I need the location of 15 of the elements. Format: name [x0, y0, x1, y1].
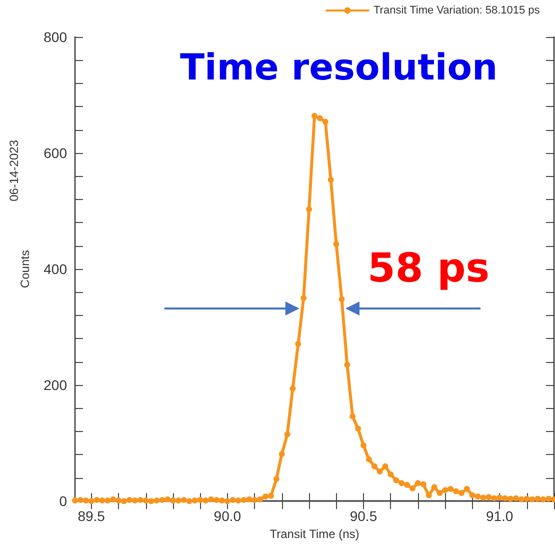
- x-tick-label: 91.0: [486, 508, 514, 524]
- y-tick-label: 800: [44, 29, 68, 45]
- x-tick-label: 90.5: [350, 508, 378, 524]
- y-tick-label: 400: [44, 261, 68, 278]
- y-tick-label: 600: [44, 145, 68, 162]
- x-tick-label: 90.0: [214, 508, 242, 524]
- text: 06-14-2023: [7, 140, 21, 202]
- x-tick-label: 89.5: [78, 508, 106, 524]
- y-axis-title: Counts: [18, 250, 32, 288]
- x-axis-title: Transit Time (ns): [270, 527, 360, 541]
- y-tick-label: 0: [59, 493, 68, 510]
- legend-label: Transit Time Variation: 58.1015 ps: [373, 4, 540, 16]
- chart-title: Time resolution: [180, 48, 498, 88]
- y-tick-label: 200: [44, 377, 68, 394]
- annotation: 58 ps: [367, 246, 490, 292]
